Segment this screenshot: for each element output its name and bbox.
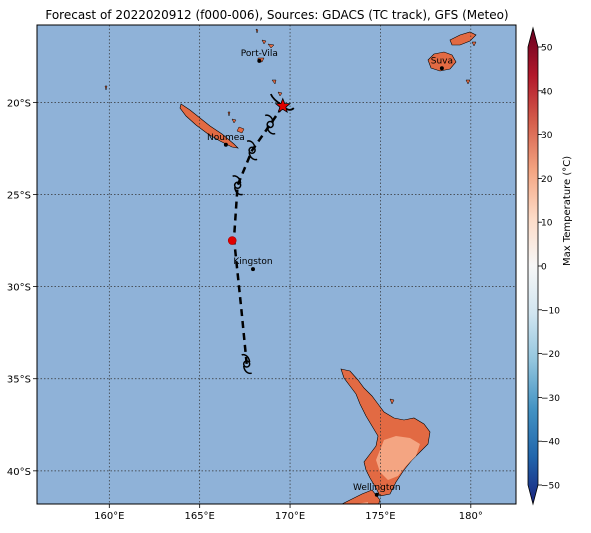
loyalty-island xyxy=(227,111,231,117)
axis-ticks: 160°E 165°E 170°E 175°E 180° 20°S 25°S 30°S 35°S… xyxy=(7,98,483,522)
storm-arm-top xyxy=(264,114,274,123)
lon-tick-label: 160°E xyxy=(94,511,124,522)
lat-tick-label: 40°S xyxy=(7,467,31,478)
colorbar-tick-label: 40 xyxy=(541,87,553,97)
colorbar-tick-label: 30 xyxy=(541,131,553,141)
vanuatu-island xyxy=(261,39,267,45)
storm-center-circle xyxy=(233,181,242,190)
lon-tick-label: 170°E xyxy=(275,511,305,522)
new-caledonia-land xyxy=(179,103,239,149)
cities-layer: Port-Vila Suva Noumea Kingston Wellington xyxy=(207,49,453,497)
graticule xyxy=(37,25,516,504)
city-label: Port-Vila xyxy=(241,49,278,59)
vanuatu-island xyxy=(267,43,275,49)
colorbar-ticks: 50 40 30 20 10 0 −10 −20 −30 −40 −50 xyxy=(538,44,560,492)
city-dot xyxy=(223,142,228,147)
nz-small-island xyxy=(389,398,395,405)
map-frame xyxy=(36,24,517,505)
city-dot xyxy=(257,58,262,63)
nz-south-island xyxy=(341,489,381,504)
current-position-star xyxy=(274,97,292,113)
vanuatu-island xyxy=(271,79,277,85)
vanuatu-island xyxy=(255,28,259,34)
storm-arm-bottom xyxy=(233,187,243,196)
storm-arm-top xyxy=(232,175,242,184)
colorbar-tick-label: −20 xyxy=(541,350,560,360)
colorbar-tick-label: −50 xyxy=(541,482,560,492)
small-island xyxy=(104,85,108,91)
fiji-island xyxy=(471,41,477,47)
colorbar-tick-label: 50 xyxy=(541,44,553,54)
fiji-land xyxy=(449,31,477,46)
vanuatu-island xyxy=(277,91,283,97)
colorbar-label: Max Temperature (°C) xyxy=(562,155,573,266)
colorbar-tick-label: −30 xyxy=(541,394,560,404)
storm-center-circle xyxy=(266,120,274,129)
red-position-marker xyxy=(227,236,237,245)
fiji-land xyxy=(427,51,457,72)
nz-north-island-interior xyxy=(376,436,420,480)
city-label: Kingston xyxy=(233,257,272,267)
lon-tick-label: 165°E xyxy=(184,511,214,522)
colorbar-tick-label: 0 xyxy=(541,263,547,273)
storm-arm-bottom xyxy=(266,126,276,135)
lat-tick-label: 35°S xyxy=(7,375,31,386)
cyclone-track xyxy=(227,93,295,375)
colorbar-tick-label: −40 xyxy=(541,438,560,448)
figure-title: Forecast of 2022020912 (f000-006), Sourc… xyxy=(45,8,509,22)
city-dot xyxy=(251,267,256,272)
storm-arm-bottom xyxy=(248,152,258,161)
ocean-background xyxy=(37,25,516,504)
lat-tick-label: 30°S xyxy=(7,283,31,294)
storm-center-circle xyxy=(242,360,251,368)
loyalty-island xyxy=(236,126,245,134)
fiji-island xyxy=(465,79,471,85)
storm-arm-top xyxy=(246,140,256,149)
loyalty-island xyxy=(231,118,237,124)
city-dot xyxy=(439,66,444,71)
lon-tick-label: 175°E xyxy=(365,511,395,522)
colorbar: 50 40 30 20 10 0 −10 −20 −30 −40 −50 xyxy=(527,26,560,506)
storm-arm-top xyxy=(241,353,251,363)
colorbar-tick-label: 10 xyxy=(541,219,553,229)
colorbar-body xyxy=(527,26,539,506)
nz-south-island-interior xyxy=(356,502,368,504)
city-label: Wellington xyxy=(353,483,401,493)
city-dot xyxy=(374,492,379,497)
storm-arm-bottom xyxy=(242,365,253,375)
land-layer xyxy=(104,28,477,504)
city-label: Suva xyxy=(431,56,453,66)
lon-tick-label: 180° xyxy=(459,511,483,522)
lat-tick-label: 20°S xyxy=(7,98,31,109)
colorbar-tick-label: −10 xyxy=(541,306,560,316)
city-label: Noumea xyxy=(207,133,245,143)
storm-center-circle xyxy=(248,146,256,155)
lat-tick-label: 25°S xyxy=(7,190,31,201)
colorbar-tick-label: 20 xyxy=(541,175,553,185)
